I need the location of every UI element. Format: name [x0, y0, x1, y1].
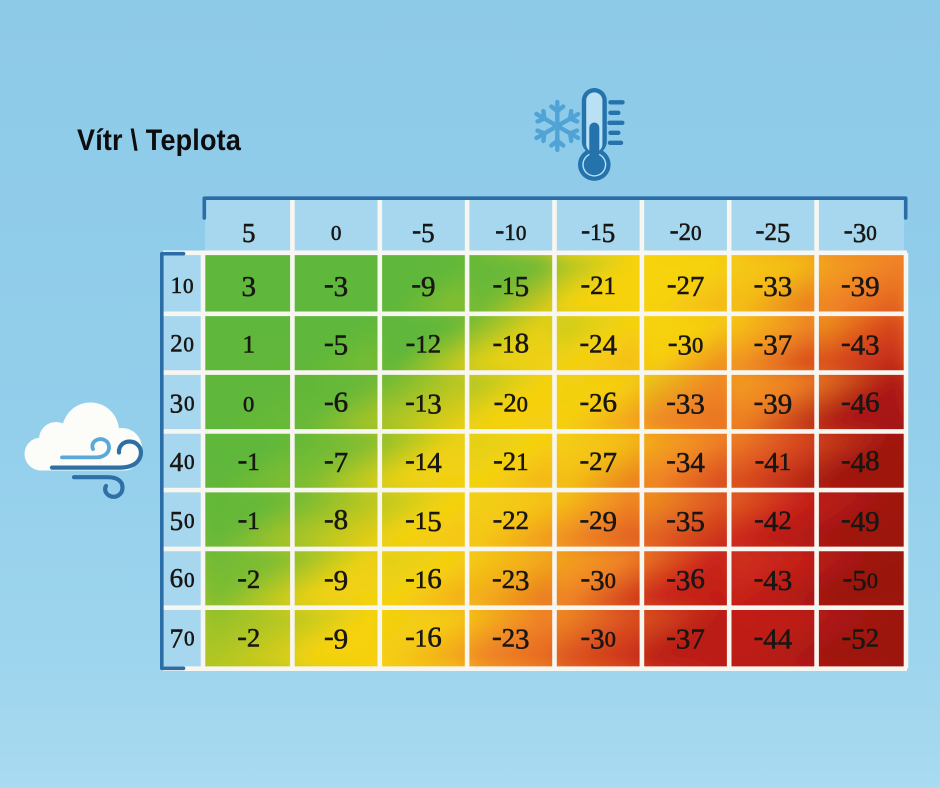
svg-text:-21: -21	[493, 444, 528, 476]
svg-text:-20: -20	[670, 215, 702, 246]
svg-text:-14: -14	[405, 444, 442, 479]
svg-text:-9: -9	[324, 620, 348, 655]
svg-text:-5: -5	[412, 215, 435, 248]
svg-text:-26: -26	[579, 385, 617, 418]
svg-text:-15: -15	[492, 268, 529, 303]
svg-text:-46: -46	[841, 385, 880, 420]
svg-text:-9: -9	[324, 562, 348, 597]
svg-text:-24: -24	[579, 327, 617, 362]
svg-text:0: 0	[243, 392, 254, 417]
svg-text:-3: -3	[324, 268, 348, 303]
svg-text:70: 70	[170, 623, 196, 653]
svg-text:-2: -2	[237, 562, 260, 594]
svg-text:-29: -29	[579, 503, 617, 538]
svg-text:-30: -30	[580, 562, 615, 597]
svg-text:-37: -37	[754, 327, 793, 362]
svg-text:-43: -43	[841, 327, 880, 362]
svg-text:0: 0	[331, 221, 342, 245]
svg-text:1: 1	[242, 332, 254, 359]
svg-text:-33: -33	[666, 385, 705, 420]
svg-text:-50: -50	[843, 562, 878, 597]
svg-text:-35: -35	[666, 503, 705, 538]
svg-text:-23: -23	[492, 562, 530, 597]
svg-text:3: 3	[241, 271, 256, 303]
svg-text:5: 5	[242, 218, 256, 248]
svg-text:-36: -36	[666, 562, 705, 597]
svg-text:-22: -22	[493, 503, 529, 535]
svg-text:-25: -25	[755, 215, 790, 248]
svg-text:-30: -30	[844, 215, 877, 248]
svg-text:-27: -27	[667, 268, 705, 303]
svg-text:-1: -1	[238, 503, 260, 535]
svg-text:-16: -16	[405, 562, 442, 595]
svg-text:-30: -30	[580, 620, 615, 655]
svg-text:-21: -21	[580, 268, 615, 300]
svg-text:-18: -18	[492, 327, 529, 360]
svg-text:-7: -7	[324, 444, 348, 479]
svg-text:-15: -15	[405, 503, 442, 538]
svg-text:-2: -2	[237, 620, 260, 652]
svg-text:-15: -15	[581, 215, 615, 248]
svg-text:60: 60	[170, 563, 196, 593]
svg-text:-37: -37	[666, 620, 705, 655]
svg-text:-1: -1	[238, 444, 260, 476]
svg-text:-44: -44	[754, 620, 793, 655]
svg-text:-42: -42	[754, 503, 792, 538]
svg-text:40: 40	[170, 447, 196, 477]
svg-text:-43: -43	[754, 562, 793, 597]
svg-text:-39: -39	[841, 268, 880, 303]
svg-text:-41: -41	[755, 444, 792, 479]
svg-text:-9: -9	[411, 268, 435, 303]
svg-text:-16: -16	[405, 620, 442, 653]
svg-text:-34: -34	[666, 444, 705, 479]
svg-text:-39: -39	[754, 385, 793, 420]
svg-text:-30: -30	[668, 327, 703, 362]
svg-text:-6: -6	[324, 385, 348, 418]
svg-text:-8: -8	[324, 503, 348, 536]
svg-text:-52: -52	[842, 620, 880, 655]
svg-text:-48: -48	[841, 444, 880, 479]
svg-text:-5: -5	[324, 327, 348, 362]
svg-text:-27: -27	[579, 444, 617, 479]
svg-text:20: 20	[170, 331, 195, 358]
svg-text:-12: -12	[406, 327, 441, 359]
svg-text:-49: -49	[841, 503, 880, 538]
svg-text:50: 50	[170, 506, 196, 536]
svg-text:-20: -20	[494, 385, 528, 417]
svg-text:10: 10	[171, 273, 195, 299]
svg-text:-33: -33	[754, 268, 793, 303]
svg-text:30: 30	[170, 388, 196, 418]
svg-text:-13: -13	[405, 385, 442, 420]
svg-text:-23: -23	[492, 620, 530, 655]
svg-text:-10: -10	[495, 215, 526, 246]
